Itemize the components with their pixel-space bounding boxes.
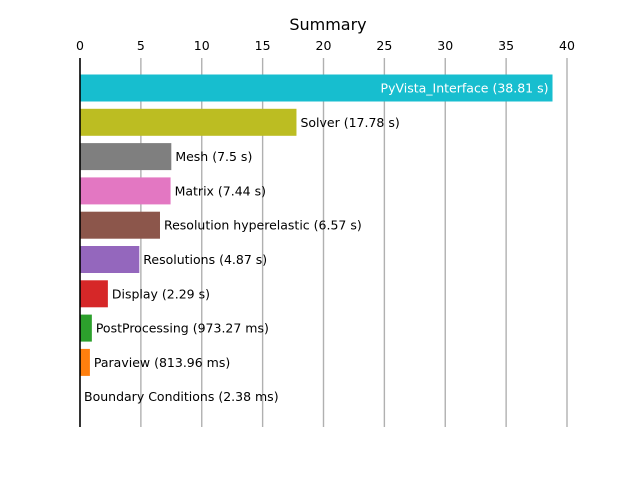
bar-label: Solver (17.78 s) <box>300 115 399 130</box>
x-tick-label: 0 <box>76 38 84 53</box>
x-tick-label: 30 <box>437 38 453 53</box>
bar-label: Boundary Conditions (2.38 ms) <box>84 389 279 404</box>
x-tick-label: 10 <box>194 38 210 53</box>
bar-label: Resolution hyperelastic (6.57 s) <box>164 218 362 233</box>
x-tick-label: 35 <box>498 38 514 53</box>
bar <box>80 108 297 136</box>
bar <box>80 211 160 239</box>
x-tick-label: 40 <box>559 38 575 53</box>
bar-labels: PyVista_Interface (38.81 s) Solver (17.78… <box>84 81 548 405</box>
bar-label: Matrix (7.44 s) <box>175 183 266 198</box>
x-tick-label: 15 <box>255 38 271 53</box>
bar <box>80 246 140 273</box>
x-axis-ticks: 0 5 10 15 20 25 30 35 40 <box>76 38 575 53</box>
chart-title: Summary <box>289 15 366 34</box>
x-tick-label: 5 <box>137 38 145 53</box>
bar <box>80 74 553 102</box>
bar-label: Display (2.29 s) <box>112 286 210 301</box>
bar-label: PostProcessing (973.27 ms) <box>96 321 269 336</box>
bar-label: Mesh (7.5 s) <box>175 149 252 164</box>
bars <box>80 74 553 411</box>
bar <box>80 280 108 308</box>
bar <box>80 348 90 376</box>
bar-label: Resolutions (4.87 s) <box>143 252 267 267</box>
bar <box>80 314 92 342</box>
bar <box>80 177 171 205</box>
bar-label: Paraview (813.96 ms) <box>94 355 230 370</box>
bar-label: PyVista_Interface (38.81 s) <box>381 81 549 96</box>
x-tick-label: 25 <box>376 38 392 53</box>
x-tick-label: 20 <box>316 38 332 53</box>
bar <box>80 143 172 171</box>
